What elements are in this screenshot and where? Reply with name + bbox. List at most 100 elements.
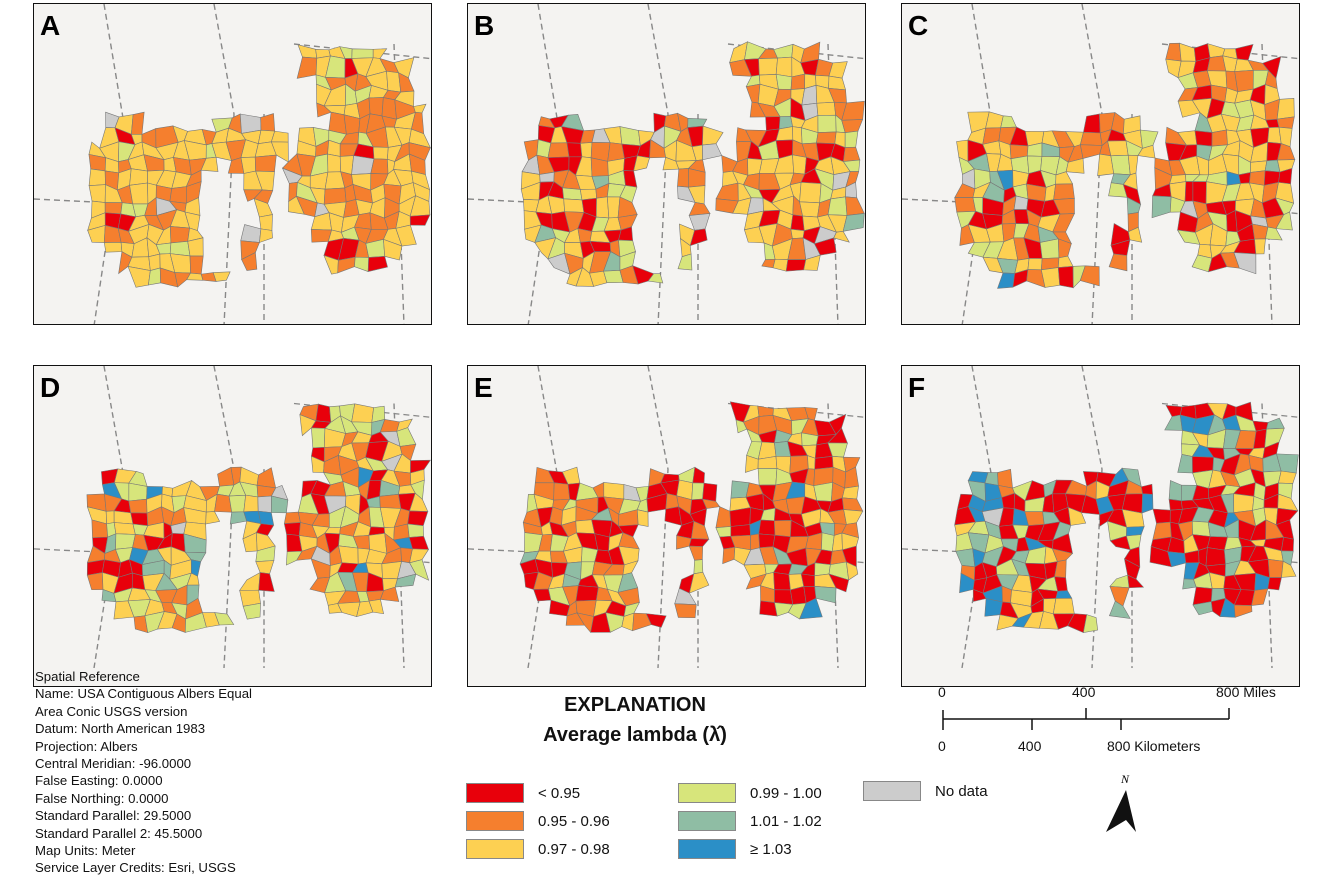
watershed-polygon bbox=[370, 158, 389, 175]
watershed-polygon bbox=[1108, 253, 1128, 272]
watershed-polygon bbox=[368, 599, 384, 615]
watershed-polygon bbox=[1165, 42, 1182, 62]
watershed-polygon bbox=[1251, 588, 1269, 606]
legend-swatch bbox=[678, 839, 736, 859]
watershed-polygon bbox=[1152, 508, 1171, 524]
watershed-polygon bbox=[1000, 115, 1017, 129]
watershed-polygon bbox=[750, 533, 760, 551]
watershed-polygon bbox=[270, 130, 289, 143]
state-boundary bbox=[1081, 366, 1103, 668]
watershed-polygon bbox=[1267, 577, 1282, 591]
watershed-polygon bbox=[674, 603, 697, 619]
state-boundary bbox=[647, 366, 669, 668]
legend-item: ≥ 1.03 bbox=[678, 839, 792, 859]
watershed-polygon bbox=[1108, 600, 1131, 619]
watershed-polygon bbox=[1067, 506, 1087, 526]
legend-item: 0.97 - 0.98 bbox=[466, 839, 610, 859]
watershed-polygon bbox=[691, 520, 710, 540]
watershed-polygon bbox=[807, 455, 816, 470]
watershed-polygon bbox=[337, 601, 361, 617]
watershed-polygon bbox=[841, 497, 864, 512]
watershed-polygon bbox=[603, 482, 625, 500]
watershed-polygon bbox=[1207, 43, 1226, 58]
watershed-polygon bbox=[828, 75, 846, 91]
watershed-polygon bbox=[148, 267, 161, 286]
watershed-polygon bbox=[846, 561, 859, 581]
legend-label: No data bbox=[935, 782, 988, 800]
watershed-polygon bbox=[1177, 454, 1193, 474]
watershed-polygon bbox=[677, 253, 693, 271]
panel-label: A bbox=[40, 10, 61, 41]
spatial-ref-line: False Easting: 0.0000 bbox=[35, 773, 163, 789]
watershed-polygon bbox=[169, 186, 187, 204]
watershed-polygon bbox=[409, 214, 431, 226]
watershed-polygon bbox=[773, 572, 791, 591]
watershed-polygon bbox=[547, 142, 570, 158]
watershed-polygon bbox=[113, 522, 136, 535]
watershed-polygon bbox=[1039, 238, 1060, 259]
watershed-polygon bbox=[688, 571, 710, 594]
spatial-ref-line: Standard Parallel 2: 45.5000 bbox=[35, 825, 203, 841]
watershed-polygon bbox=[800, 573, 815, 587]
watershed-polygon bbox=[1110, 154, 1131, 176]
scale-bar-graphic bbox=[942, 708, 1230, 730]
watershed-polygon bbox=[407, 510, 429, 527]
watershed-polygon bbox=[955, 548, 976, 568]
watershed-polygon bbox=[843, 509, 864, 525]
scale-label: 800 Kilometers bbox=[1107, 738, 1201, 754]
watershed-polygon bbox=[259, 228, 273, 243]
watershed-polygon bbox=[677, 168, 689, 188]
watershed-polygon bbox=[407, 523, 424, 538]
watershed-polygon bbox=[619, 126, 641, 147]
watershed-polygon bbox=[1265, 226, 1283, 241]
watershed-polygon bbox=[997, 468, 1013, 489]
spatial-reference-text: Spatial Reference Name: USA Contiguous A… bbox=[35, 668, 252, 877]
spatial-ref-line: Name: USA Contiguous Albers Equal bbox=[35, 686, 252, 702]
watershed-polygon bbox=[828, 573, 850, 593]
legend-label: 0.95 - 0.96 bbox=[538, 812, 610, 830]
watershed-polygon bbox=[715, 526, 732, 538]
spatial-ref-line: Datum: North American 1983 bbox=[35, 721, 206, 737]
watershed-polygon bbox=[338, 545, 359, 565]
watershed-polygon bbox=[566, 142, 583, 158]
watershed-polygon bbox=[775, 56, 793, 78]
watershed-polygon bbox=[814, 237, 837, 256]
north-arrow-icon bbox=[1106, 790, 1136, 832]
watershed-polygon bbox=[1079, 265, 1100, 287]
watershed-polygon bbox=[283, 511, 301, 524]
watershed-polygon bbox=[595, 196, 610, 219]
watershed-polygon bbox=[722, 546, 736, 565]
watershed-polygon bbox=[562, 187, 583, 201]
scale-label: 400 bbox=[1072, 684, 1096, 700]
watershed-polygon bbox=[205, 511, 221, 525]
watershed-polygon bbox=[563, 198, 585, 213]
spatial-ref-line: Area Conic USGS version bbox=[35, 703, 188, 719]
legend-item: 0.99 - 1.00 bbox=[678, 783, 822, 803]
watershed-polygon bbox=[623, 170, 638, 188]
watershed-polygon bbox=[1052, 597, 1075, 615]
watershed-polygon bbox=[243, 494, 259, 513]
watershed-polygon bbox=[765, 116, 781, 131]
legend-swatch bbox=[466, 811, 524, 831]
watershed-polygon bbox=[633, 155, 650, 172]
panel-label: E bbox=[474, 372, 493, 403]
watershed-polygon bbox=[408, 535, 429, 550]
watershed-polygon bbox=[821, 532, 835, 552]
watershed-polygon bbox=[396, 427, 417, 447]
watershed-polygon bbox=[260, 113, 276, 132]
watershed-polygon bbox=[816, 101, 837, 116]
watershed-polygon bbox=[327, 153, 342, 173]
watershed-polygon bbox=[354, 256, 370, 272]
watershed-polygon bbox=[790, 214, 805, 231]
watershed-polygon bbox=[129, 182, 149, 205]
watershed-polygon bbox=[689, 228, 708, 247]
legend-title: EXPLANATION bbox=[564, 694, 706, 716]
watershed-polygon bbox=[799, 597, 823, 620]
watershed-polygon bbox=[380, 586, 400, 602]
watershed-polygon bbox=[1233, 252, 1257, 275]
watershed-polygon bbox=[257, 495, 272, 513]
watershed-polygon bbox=[702, 143, 723, 161]
watershed-polygon bbox=[113, 510, 134, 525]
scale-label: 800 Miles bbox=[1216, 684, 1276, 700]
legend-swatch bbox=[863, 781, 921, 801]
